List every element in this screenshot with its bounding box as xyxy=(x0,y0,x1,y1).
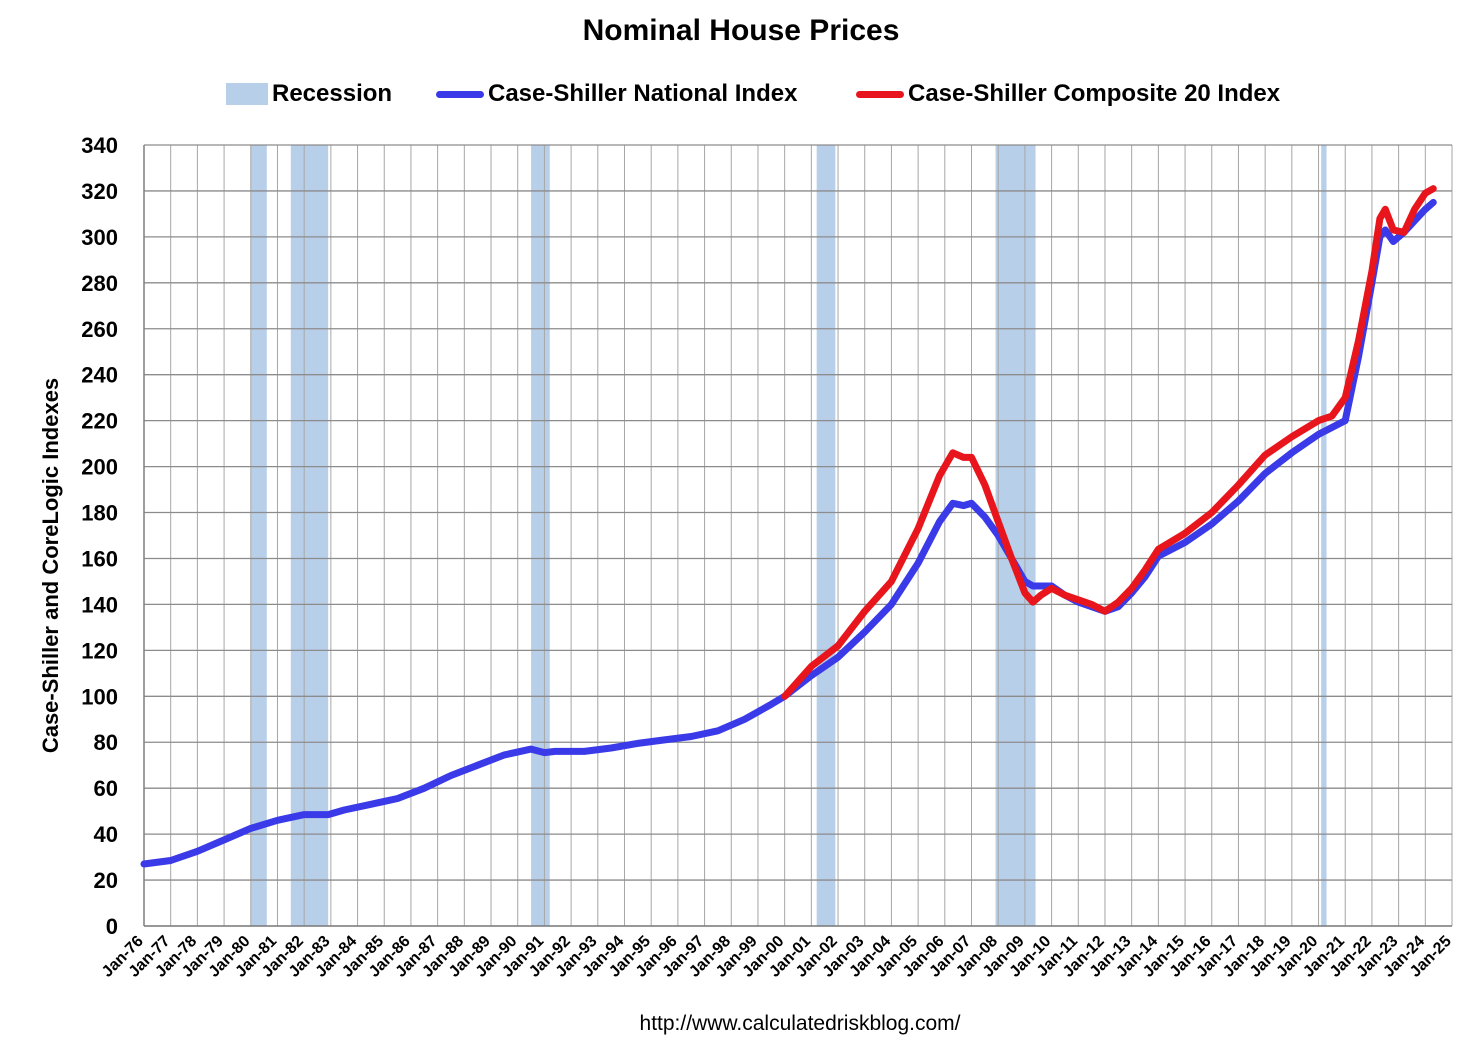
recession-band xyxy=(1321,145,1327,926)
y-tick-label: 100 xyxy=(81,684,118,709)
y-tick-label: 20 xyxy=(94,868,118,893)
y-tick-label: 140 xyxy=(81,592,118,617)
y-tick-label: 180 xyxy=(81,501,118,526)
chart-title: Nominal House Prices xyxy=(582,14,900,47)
legend-swatch-composite xyxy=(856,90,904,98)
legend-label-recession: Recession xyxy=(272,80,393,107)
legend-item-national: Case-Shiller National Index xyxy=(436,74,797,114)
legend-swatch-national xyxy=(436,90,484,98)
legend-label-composite: Case-Shiller Composite 20 Index xyxy=(908,80,1281,107)
recession-band xyxy=(290,145,329,926)
y-tick-label: 280 xyxy=(81,271,118,296)
legend-label-national: Case-Shiller National Index xyxy=(488,80,798,107)
y-tick-label: 80 xyxy=(94,730,118,755)
y-tick-label: 40 xyxy=(94,822,118,847)
legend-item-recession: Recession xyxy=(226,74,392,114)
recession-band xyxy=(531,145,550,926)
legend-item-composite: Case-Shiller Composite 20 Index xyxy=(856,74,1280,114)
series-line-national xyxy=(140,198,1437,868)
y-tick-label: 320 xyxy=(81,179,118,204)
recession-band xyxy=(816,145,836,926)
y-tick-label: 260 xyxy=(81,317,118,342)
y-tick-label: 0 xyxy=(106,914,118,939)
y-tick-label: 340 xyxy=(81,133,118,158)
y-tick-label: 220 xyxy=(81,409,118,434)
y-tick-label: 120 xyxy=(81,638,118,663)
plot-area xyxy=(144,145,1452,926)
series-line-composite xyxy=(781,185,1437,700)
y-tick-label: 60 xyxy=(94,776,118,801)
legend-swatch-recession xyxy=(226,83,268,105)
recession-band xyxy=(250,145,267,926)
y-tick-label: 240 xyxy=(81,363,118,388)
source-url: http://www.calculatedriskblog.com/ xyxy=(639,1012,961,1035)
y-axis-title: Case-Shiller and CoreLogic Indexes xyxy=(38,378,63,753)
chart-legend: Recession Case-Shiller National Index Ca… xyxy=(0,74,1482,114)
y-tick-label: 300 xyxy=(81,225,118,250)
y-tick-label: 160 xyxy=(81,546,118,571)
y-tick-label: 200 xyxy=(81,455,118,480)
